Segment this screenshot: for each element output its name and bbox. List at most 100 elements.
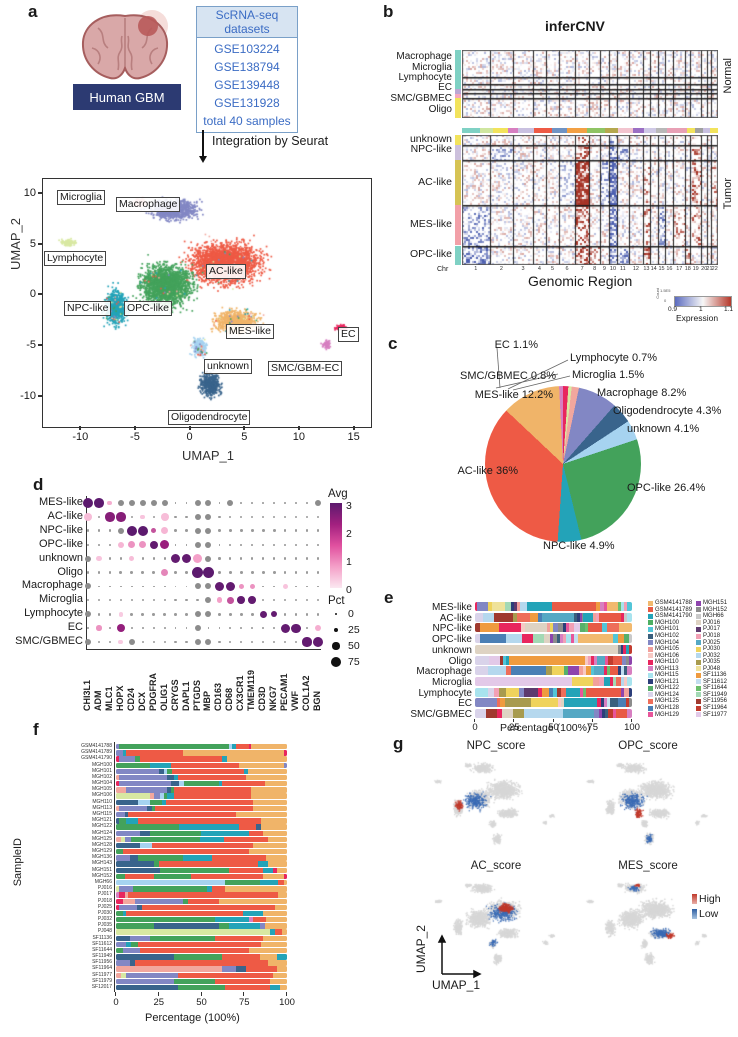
segment-MGH125 <box>496 698 501 708</box>
dot <box>273 515 276 519</box>
segment-GSM4141788 <box>619 623 632 633</box>
dot <box>97 571 101 574</box>
segment-MAC <box>119 774 168 781</box>
dot <box>316 599 320 602</box>
sidebar-segment <box>455 245 461 265</box>
normal-heatmap <box>462 50 718 118</box>
dot <box>262 640 265 644</box>
dot <box>261 571 265 574</box>
f-row-label: MGH124 <box>91 829 112 836</box>
sidebar-segment <box>455 97 461 118</box>
gene-label-ptgds: PTGDS <box>191 679 202 711</box>
segment-MGH101 <box>627 602 632 611</box>
umap-ytick-label: 5 <box>29 237 36 250</box>
segment-AC <box>127 892 279 898</box>
segment-NPC <box>244 768 248 775</box>
segment-SF11644 <box>606 666 610 676</box>
segment-GSM4141790 <box>565 687 581 697</box>
segment-MGH125 <box>606 623 620 633</box>
f-bar-MGH129 <box>116 849 287 855</box>
dot <box>109 627 111 629</box>
e-row-label: EC <box>458 698 472 710</box>
segment-AC <box>225 985 270 991</box>
tumor-heatmap <box>462 135 718 265</box>
segment-MGH105 <box>578 666 584 676</box>
dot <box>161 500 168 506</box>
gene-label-bgn: BGN <box>311 691 322 711</box>
segment-MAC <box>116 750 123 756</box>
dot <box>181 553 192 564</box>
f-bar-PJ016 <box>116 886 287 892</box>
segment-EC <box>116 756 120 762</box>
segment-AC <box>122 849 250 855</box>
segment-MES <box>280 985 287 991</box>
legend-item-PJ048: PJ048 <box>696 665 727 672</box>
segment-OLI <box>124 811 128 818</box>
segment-NPC <box>218 781 222 787</box>
dot <box>273 627 276 629</box>
segment-MGH110 <box>522 634 534 644</box>
dot <box>294 599 298 602</box>
dot <box>152 515 155 519</box>
legend-item-MGH125: MGH125 <box>648 698 692 705</box>
dot <box>108 557 112 560</box>
segment-EC <box>283 873 287 880</box>
segment-MGH121 <box>600 698 604 708</box>
segment-MES <box>252 805 287 812</box>
f-tick-label: 50 <box>196 997 207 1008</box>
gene-label-dcx: DCX <box>136 691 147 711</box>
chr-tick: 18 <box>684 266 691 272</box>
f-row-label: MGH151 <box>91 866 112 873</box>
annotation-segment <box>492 128 509 133</box>
chr-tick: 9 <box>602 266 606 272</box>
pie-label-oligodendrocyte: Oligodendrocyte 4.3% <box>613 405 722 417</box>
segment-MGH106 <box>584 655 588 665</box>
segment-MGH129 <box>603 602 607 611</box>
e-row-label: Macrophage <box>416 666 472 678</box>
dot <box>119 585 122 588</box>
f-row-label: MGH105 <box>91 786 112 793</box>
tumor-sidebar <box>455 135 461 265</box>
gene-label-cx3cr1: CX3CR1 <box>235 675 246 711</box>
f-row-label: SF11964 <box>92 965 112 972</box>
dot <box>313 637 323 647</box>
segment-AC <box>174 787 252 793</box>
dot <box>194 639 201 645</box>
dot <box>207 627 210 629</box>
segment-OLI <box>158 768 164 775</box>
segment-UNK <box>163 768 168 775</box>
segment-SF11956 <box>493 612 513 622</box>
pie-leader-lines <box>495 347 571 391</box>
segment-MES <box>225 886 287 892</box>
dot <box>262 585 265 588</box>
dot <box>192 567 203 578</box>
f-row-label: MGH115 <box>92 810 112 817</box>
segment-GSM4141790 <box>603 676 610 686</box>
dot <box>306 502 308 504</box>
segment-MAC <box>122 947 140 954</box>
f-tick <box>200 992 202 996</box>
annotation-segment <box>656 128 667 133</box>
umap-xtick <box>352 426 355 430</box>
segment-AC <box>221 781 265 787</box>
e-bar-ec <box>475 698 632 708</box>
dot <box>141 585 144 588</box>
segment-AC <box>158 861 258 867</box>
segment-NPC <box>263 867 274 873</box>
g-title-opc_score: OPC_score <box>618 740 678 752</box>
segment-MES <box>235 811 287 818</box>
chr-tick: 6 <box>565 266 569 272</box>
segment-EC <box>116 898 123 904</box>
g-ylabel: UMAP_2 <box>414 925 428 974</box>
annotation-segment <box>479 128 493 133</box>
dotplot-row-mes-like: MES-like <box>38 496 83 508</box>
dot <box>185 599 188 602</box>
sidebar-segment <box>455 145 461 160</box>
chr-tick: 4 <box>537 266 541 272</box>
dot <box>118 611 124 617</box>
dot <box>107 500 113 506</box>
segment-NPC <box>242 910 264 917</box>
segment-MAC <box>116 978 175 985</box>
f-bar-MGH105 <box>116 787 287 793</box>
